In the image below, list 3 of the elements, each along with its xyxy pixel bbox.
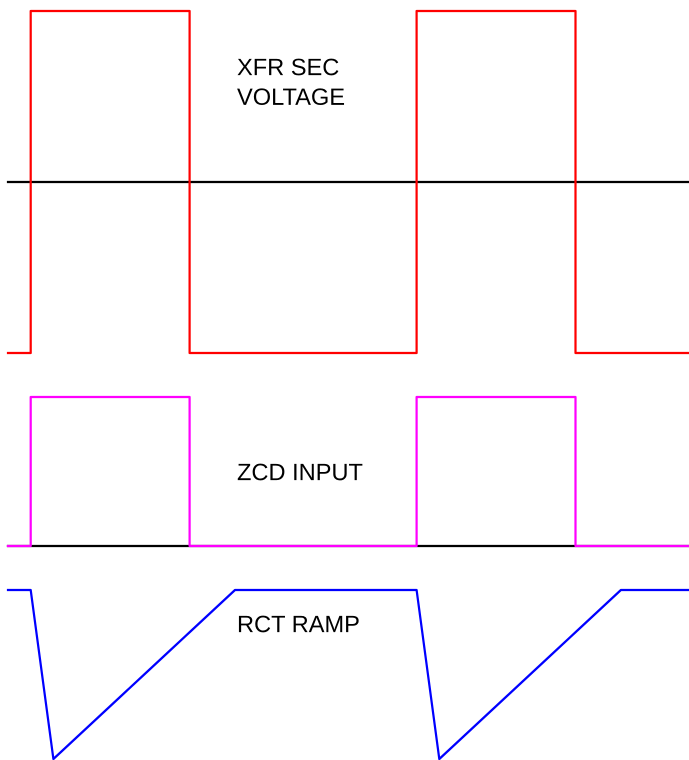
text: XFR SEC VOLTAGE bbox=[237, 58, 344, 106]
text: ZCD INPUT bbox=[238, 464, 362, 480]
text: RCT RAMP bbox=[238, 616, 359, 632]
